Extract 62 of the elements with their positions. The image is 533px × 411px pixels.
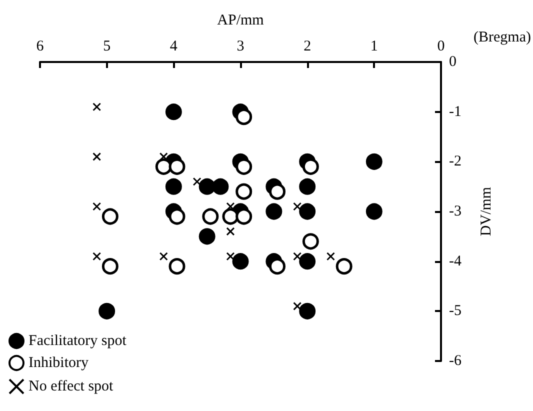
- legend-label: Inhibitory: [28, 355, 89, 371]
- point: [98, 302, 116, 320]
- text: (Bregma): [474, 30, 532, 46]
- point: [168, 158, 186, 175]
- point: [226, 227, 235, 236]
- point: [165, 178, 182, 195]
- point: [212, 178, 229, 195]
- y-axis-title: DV/mm: [478, 186, 494, 236]
- point: [236, 108, 252, 126]
- y-tick-label: -6: [449, 353, 462, 369]
- point: [202, 208, 219, 225]
- point: [236, 158, 252, 175]
- point: [159, 252, 168, 261]
- point: [168, 208, 186, 225]
- y-tick-label: -2: [449, 154, 462, 170]
- point: [293, 302, 302, 310]
- x-tick-label: 2: [304, 38, 312, 54]
- legend-label: No effect spot: [28, 378, 114, 394]
- x-tick-label: 1: [370, 38, 378, 54]
- point: [92, 102, 102, 112]
- point: [302, 158, 319, 175]
- point: [299, 253, 316, 270]
- point: [198, 228, 216, 245]
- point: [299, 178, 316, 195]
- legend-label: Facilitatory spot: [28, 333, 128, 349]
- point: [266, 203, 282, 220]
- point: [226, 252, 235, 261]
- y-tick-label: -3: [449, 204, 462, 220]
- x-tick-label: 0: [437, 38, 445, 54]
- point: [168, 258, 186, 275]
- point: [269, 183, 286, 200]
- point: [232, 253, 249, 270]
- point: [299, 203, 316, 220]
- point: [155, 158, 172, 175]
- point: [293, 202, 302, 211]
- point: [92, 202, 102, 211]
- y-tick-label: 0: [449, 54, 456, 70]
- point: [299, 302, 316, 320]
- point: [102, 208, 118, 225]
- y-tick-label: -5: [449, 303, 462, 320]
- point: [92, 152, 102, 161]
- y-tick-label: -4: [449, 253, 462, 270]
- point: [366, 153, 382, 170]
- point: [92, 252, 102, 261]
- x-tick-label: 5: [103, 38, 111, 54]
- x-tick-label: 3: [236, 38, 244, 54]
- point: [293, 252, 302, 261]
- point: [198, 178, 216, 195]
- point: [165, 104, 182, 120]
- point: [102, 258, 118, 275]
- x-axis-title: AP/mm: [217, 12, 264, 28]
- point: [269, 258, 286, 275]
- point: [302, 233, 319, 250]
- y-tick-label: -1: [449, 104, 462, 120]
- point: [192, 177, 202, 186]
- x-tick-label: 6: [36, 38, 44, 54]
- point: [326, 252, 335, 261]
- point: [236, 208, 252, 225]
- point: [366, 203, 382, 220]
- point: [236, 183, 252, 200]
- point: [336, 258, 352, 275]
- x-tick-label: 4: [170, 38, 178, 54]
